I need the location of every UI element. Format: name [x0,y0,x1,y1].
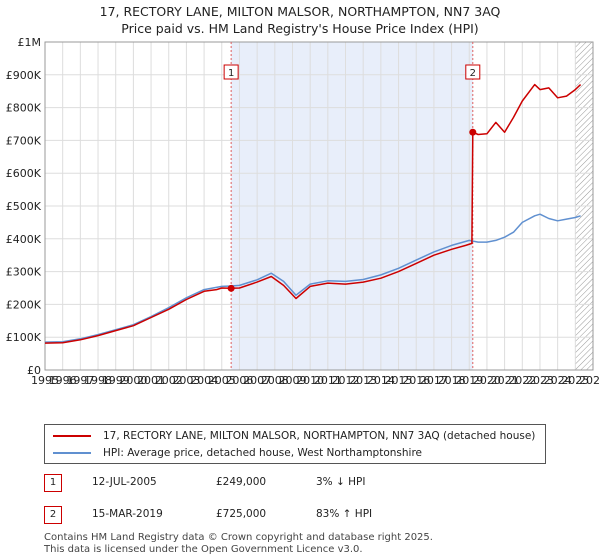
sale-price-1: £249,000 [216,476,267,488]
sale-label-box [465,64,481,80]
chart-subtitle: Price paid vs. HM Land Registry's House … [121,21,479,36]
series-line-hpi [44,213,581,343]
sale-row-1: 1 12-JUL-2005 £249,000 3% ↓ HPI [44,474,564,492]
chart-legend: 17, RECTORY LANE, MILTON MALSOR, NORTHAM… [44,424,546,464]
x-tick-label: 2019 [455,374,483,387]
sale-price-2: £725,000 [216,508,267,520]
y-tick-label: £800K [6,102,42,115]
sale-point [469,128,477,136]
sale-date-2: 15-MAR-2019 [92,508,163,520]
y-tick-label: £400K [6,233,42,246]
x-tick-label: 2008 [261,374,289,387]
plot-border [44,41,594,371]
legend-swatch-property [53,435,91,437]
sale-marker-1: 1 [44,474,62,492]
x-tick-label: 2002 [155,374,183,387]
price-chart: £0 £100K £200K £300K £400K £500K £600K £700K £80… [6,36,600,387]
x-tick-label: 2015 [385,374,413,387]
footer-copyright: Contains HM Land Registry data © Crown c… [44,532,433,543]
x-tick-label: 1999 [102,374,130,387]
legend-label-property: 17, RECTORY LANE, MILTON MALSOR, NORTHAM… [103,430,536,442]
footer-licence: This data is licensed under the Open Gov… [44,544,363,555]
y-tick-label: £300K [6,266,42,279]
x-tick-label: 1995 [31,374,59,387]
y-tick-label: £500K [6,200,42,213]
x-tick-label: 2001 [137,374,165,387]
x-tick-label: 2026 [579,374,600,387]
sale-row-2: 2 15-MAR-2019 £725,000 83% ↑ HPI [44,506,564,524]
sale-point [227,284,235,292]
y-tick-label: £100K [6,331,42,344]
x-tick-label: 2020 [473,374,501,387]
series-line-property [44,83,582,344]
x-tick-label: 2016 [402,374,430,387]
x-tick-label: 2012 [332,374,360,387]
legend-item-property: 17, RECTORY LANE, MILTON MALSOR, NORTHAM… [53,428,535,444]
sale-hpi-2: 83% ↑ HPI [316,508,373,520]
legend-swatch-hpi [53,452,91,454]
x-tick-label: 2010 [296,374,324,387]
x-tick-label: 2000 [119,374,147,387]
sale-date-1: 12-JUL-2005 [92,476,157,488]
sale-label-number: 2 [470,68,476,79]
x-tick-label: 2018 [438,374,466,387]
y-tick-label: £1M [18,36,42,49]
y-tick-label: £200K [6,298,42,311]
legend-label-hpi: HPI: Average price, detached house, West… [103,447,422,459]
x-tick-label: 2025 [561,374,589,387]
x-tick-label: 2021 [491,374,519,387]
chart-title-address: 17, RECTORY LANE, MILTON MALSOR, NORTHAM… [99,4,501,19]
x-tick-label: 2017 [420,374,448,387]
legend-item-hpi: HPI: Average price, detached house, West… [53,445,422,461]
x-tick-label: 2007 [243,374,271,387]
sale-marker-2: 2 [44,506,62,524]
x-tick-label: 2003 [172,374,200,387]
x-tick-label: 2023 [526,374,554,387]
y-tick-label: £700K [6,134,42,147]
x-tick-label: 2022 [508,374,536,387]
x-tick-label: 2009 [278,374,306,387]
sale-hpi-1: 3% ↓ HPI [316,476,366,488]
y-tick-label: £600K [6,167,42,180]
y-tick-label: £900K [6,69,42,82]
x-tick-label: 1997 [66,374,94,387]
sale-label-box [223,64,239,80]
x-tick-label: 2013 [349,374,377,387]
x-tick-label: 2014 [367,374,395,387]
x-tick-label: 2004 [190,374,218,387]
x-tick-label: 2006 [225,374,253,387]
x-tick-label: 1996 [49,374,77,387]
x-tick-label: 2005 [208,374,236,387]
sale-label-number: 1 [228,68,234,79]
x-tick-label: 2024 [544,374,572,387]
x-tick-label: 2011 [314,374,342,387]
x-tick-label: 1998 [84,374,112,387]
y-tick-label: £0 [27,364,41,377]
